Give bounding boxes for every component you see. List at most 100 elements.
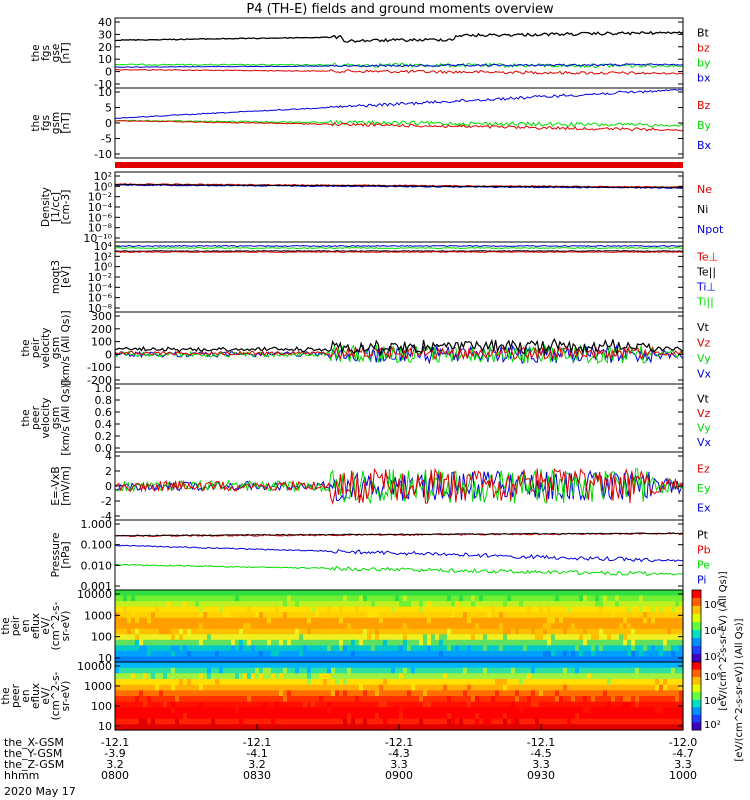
spectrogram-cell (363, 713, 368, 720)
spectrogram-cell (139, 718, 144, 725)
spectrogram-cell (195, 645, 200, 652)
spectrogram-cell (467, 707, 472, 714)
spectrogram-cell (459, 679, 464, 686)
spectrogram-cell (639, 667, 644, 674)
spectrogram-cell (183, 662, 188, 669)
spectrogram-cell (643, 724, 648, 731)
spectrogram-cell (279, 595, 284, 602)
spectrogram-cell (547, 684, 552, 691)
spectrogram-cell (463, 612, 468, 619)
spectrogram-cell (627, 679, 632, 686)
spectrogram-cell (531, 650, 536, 657)
spectrogram-cell (347, 679, 352, 686)
spectrogram-cell (159, 673, 164, 680)
spectrogram-cell (219, 713, 224, 720)
spectrogram-cell (351, 690, 356, 697)
spectrogram-cell (383, 623, 388, 630)
spectrogram-cell (607, 679, 612, 686)
spectrogram-cell (631, 606, 636, 613)
spectrogram-cell (447, 707, 452, 714)
spectrogram-cell (339, 650, 344, 657)
y-tick-label: 10⁻⁴ (88, 281, 113, 294)
spectrogram-cell (387, 645, 392, 652)
spectrogram-cell (623, 679, 628, 686)
spectrogram-cell (323, 628, 328, 635)
colorbar-segment (692, 646, 701, 655)
spectrogram-cell (523, 634, 528, 641)
legend-npot: Npot (697, 223, 724, 236)
spectrogram-cell (575, 667, 580, 674)
y-tick-label: 30 (98, 28, 112, 41)
spectrogram-cell (191, 639, 196, 646)
spectrogram-cell (415, 701, 420, 708)
spectrogram-cell (455, 707, 460, 714)
spectrogram-cell (151, 690, 156, 697)
spectrogram-cell (219, 701, 224, 708)
spectrogram-cell (647, 713, 652, 720)
spectrogram-cell (599, 617, 604, 624)
spectrogram-cell (655, 724, 660, 731)
spectrogram-cell (235, 617, 240, 624)
spectrogram-cell (211, 679, 216, 686)
spectrogram-cell (519, 701, 524, 708)
spectrogram-cell (335, 713, 340, 720)
spectrogram-cell (379, 645, 384, 652)
spectrogram-cell (115, 690, 120, 697)
spectrogram-cell (551, 656, 556, 663)
spectrogram-cell (171, 650, 176, 657)
spectrogram-cell (171, 590, 176, 597)
spectrogram-cell (679, 650, 684, 657)
colorbar-segment (692, 590, 701, 599)
spectrogram-cell (583, 696, 588, 703)
spectrogram-cell (375, 590, 380, 597)
spectrogram-cell (475, 673, 480, 680)
spectrogram-cell (595, 713, 600, 720)
spectrogram-cell (547, 690, 552, 697)
spectrogram-cell (123, 667, 128, 674)
spectrogram-cell (591, 690, 596, 697)
spectrogram-cell (115, 718, 120, 725)
spectrogram-cell (495, 628, 500, 635)
spectrogram-cell (615, 707, 620, 714)
spectrogram-cell (347, 707, 352, 714)
spectrogram-cell (275, 612, 280, 619)
spectrogram-cell (607, 673, 612, 680)
x-row-label: the_X-GSM (4, 736, 64, 749)
spectrogram-cell (507, 684, 512, 691)
spectrogram-cell (611, 645, 616, 652)
spectrogram-cell (623, 662, 628, 669)
y-axis-label: the (20, 339, 32, 356)
spectrogram-cell (543, 690, 548, 697)
spectrogram-cell (175, 595, 180, 602)
spectrogram-cell (343, 612, 348, 619)
spectrogram-cell (359, 696, 364, 703)
spectrogram-cell (331, 617, 336, 624)
spectrogram-cell (159, 707, 164, 714)
spectrogram-cell (555, 595, 560, 602)
spectrogram-cell (355, 662, 360, 669)
spectrogram-cell (479, 628, 484, 635)
spectrogram-cell (367, 623, 372, 630)
spectrogram-cell (123, 606, 128, 613)
spectrogram-cell (239, 606, 244, 613)
spectrogram-cell (503, 667, 508, 674)
spectrogram-cell (119, 679, 124, 686)
spectrogram-cell (227, 612, 232, 619)
spectrogram-cell (235, 718, 240, 725)
spectrogram-cell (463, 690, 468, 697)
spectrogram-cell (323, 623, 328, 630)
spectrogram-cell (423, 684, 428, 691)
spectrogram-cell (599, 707, 604, 714)
spectrogram-cell (639, 634, 644, 641)
spectrogram-cell (215, 701, 220, 708)
spectrogram-cell (143, 718, 148, 725)
spectrogram-cell (539, 718, 544, 725)
spectrogram-cell (191, 612, 196, 619)
spectrogram-cell (495, 617, 500, 624)
spectrogram-cell (651, 650, 656, 657)
spectrogram-cell (435, 612, 440, 619)
spectrogram-cell (483, 701, 488, 708)
spectrogram-cell (183, 684, 188, 691)
spectrogram-cell (679, 679, 684, 686)
spectrogram-cell (391, 690, 396, 697)
